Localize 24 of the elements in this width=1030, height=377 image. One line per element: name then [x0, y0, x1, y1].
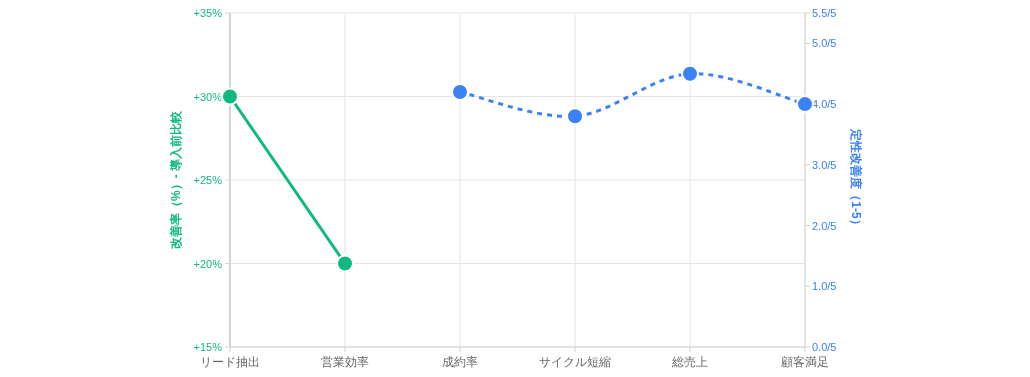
- x-tick-label: 総売上: [671, 355, 708, 369]
- y-tick-label: +30%: [193, 90, 223, 103]
- y-axis-title: 改善率（%）- 導入前比較: [169, 110, 183, 249]
- y-tick-label: +20%: [193, 257, 223, 270]
- y-tick-label: +35%: [193, 7, 223, 19]
- point: [566, 107, 584, 126]
- y-tick-label: +15%: [193, 341, 223, 353]
- y2-tick-label: 5.0/5: [812, 37, 837, 50]
- x-tick-label: 顧客満足: [781, 355, 829, 369]
- x-tick-label: サイクル短縮: [539, 355, 611, 369]
- y2-axis-title: 定性改善度（1-5）: [849, 128, 863, 231]
- point: [796, 95, 814, 114]
- y-tick-label: +25%: [193, 174, 223, 186]
- y2-tick-label: 4.0/5: [812, 98, 837, 111]
- y2-tick-label: 5.5/5: [812, 7, 837, 19]
- y2-tick-label: 3.0/5: [812, 158, 837, 171]
- x-tick-label: 成約率: [442, 355, 478, 369]
- y2-tick-label: 1.0/5: [812, 280, 837, 293]
- point: [681, 64, 699, 83]
- x-tick-label: 営業効率: [321, 355, 369, 369]
- y2-tick-label: 2.0/5: [812, 219, 837, 232]
- y2-tick-label: 0.0/5: [812, 341, 837, 353]
- point: [451, 82, 469, 101]
- x-tick-label: リード抽出: [200, 355, 260, 369]
